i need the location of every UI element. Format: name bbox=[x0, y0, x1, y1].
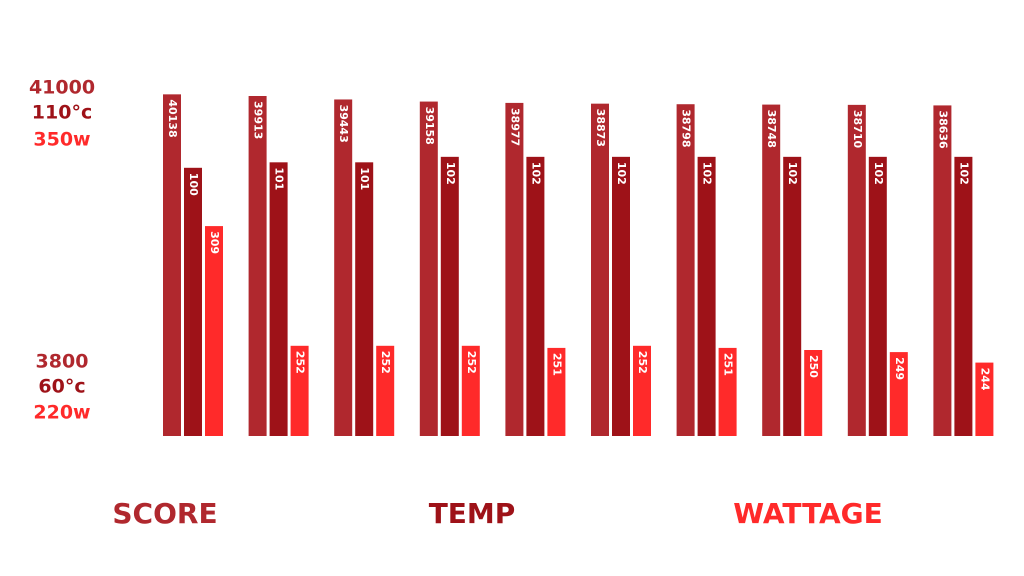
value-label: 102 bbox=[872, 162, 885, 185]
value-label: 309 bbox=[208, 231, 221, 254]
bar bbox=[290, 345, 309, 436]
bar bbox=[205, 226, 223, 436]
bar bbox=[762, 104, 781, 436]
bar bbox=[505, 102, 524, 437]
bar bbox=[933, 105, 952, 436]
legend-label: WATTAGE bbox=[733, 497, 883, 530]
y-tick-label: 110°c bbox=[32, 102, 92, 124]
bar bbox=[334, 99, 353, 436]
bar bbox=[419, 101, 438, 437]
value-label: 102 bbox=[615, 162, 628, 185]
y-tick-label: 41000 bbox=[29, 77, 95, 99]
value-label: 101 bbox=[358, 167, 371, 190]
value-label: 102 bbox=[957, 162, 970, 185]
bar bbox=[676, 104, 695, 437]
value-label: 100 bbox=[187, 173, 200, 196]
value-label: 38710 bbox=[851, 110, 864, 149]
bar bbox=[163, 94, 181, 437]
value-label: 38873 bbox=[594, 109, 607, 147]
value-label: 38798 bbox=[680, 109, 693, 147]
value-label: 101 bbox=[273, 167, 286, 190]
legend-label: TEMP bbox=[429, 497, 516, 530]
bar bbox=[718, 347, 737, 436]
value-label: 39443 bbox=[337, 104, 350, 142]
legend-label: SCORE bbox=[112, 497, 217, 530]
value-label: 250 bbox=[807, 355, 820, 378]
value-label: 251 bbox=[722, 353, 735, 376]
y-tick-label: 3800 bbox=[36, 351, 89, 373]
bar bbox=[591, 103, 609, 436]
value-label: 244 bbox=[978, 368, 991, 391]
bar bbox=[355, 162, 374, 436]
y-tick-label: 350w bbox=[33, 129, 90, 151]
value-label: 38748 bbox=[765, 110, 778, 148]
bar bbox=[847, 104, 866, 437]
value-label: 249 bbox=[893, 357, 906, 380]
bar bbox=[526, 156, 545, 436]
value-label: 252 bbox=[294, 351, 307, 374]
bar bbox=[889, 352, 908, 436]
bar bbox=[376, 345, 395, 436]
bar bbox=[461, 345, 480, 436]
value-label: 252 bbox=[379, 351, 392, 374]
bar bbox=[612, 156, 630, 436]
value-label: 102 bbox=[444, 162, 457, 185]
bar bbox=[975, 362, 994, 436]
value-label: 252 bbox=[636, 351, 649, 374]
value-label: 251 bbox=[550, 353, 563, 376]
y-tick-label: 60°c bbox=[38, 376, 85, 398]
value-label: 38977 bbox=[508, 108, 521, 146]
bar bbox=[697, 156, 716, 436]
value-label: 39158 bbox=[423, 107, 436, 145]
value-label: 102 bbox=[529, 162, 542, 185]
value-label: 38636 bbox=[936, 110, 949, 149]
bar bbox=[269, 162, 288, 436]
bar bbox=[440, 156, 459, 436]
bar bbox=[248, 96, 267, 436]
bar bbox=[868, 156, 887, 436]
bar bbox=[547, 347, 566, 436]
y-tick-label: 220w bbox=[33, 402, 90, 424]
value-label: 39913 bbox=[252, 101, 265, 139]
value-label: 40138 bbox=[166, 99, 179, 137]
bar bbox=[954, 156, 973, 436]
bar bbox=[184, 167, 202, 437]
bar bbox=[783, 156, 802, 436]
bar bbox=[804, 350, 823, 436]
bar bbox=[633, 345, 651, 436]
value-label: 102 bbox=[701, 162, 714, 185]
value-label: 252 bbox=[465, 351, 478, 374]
value-label: 102 bbox=[786, 162, 799, 185]
